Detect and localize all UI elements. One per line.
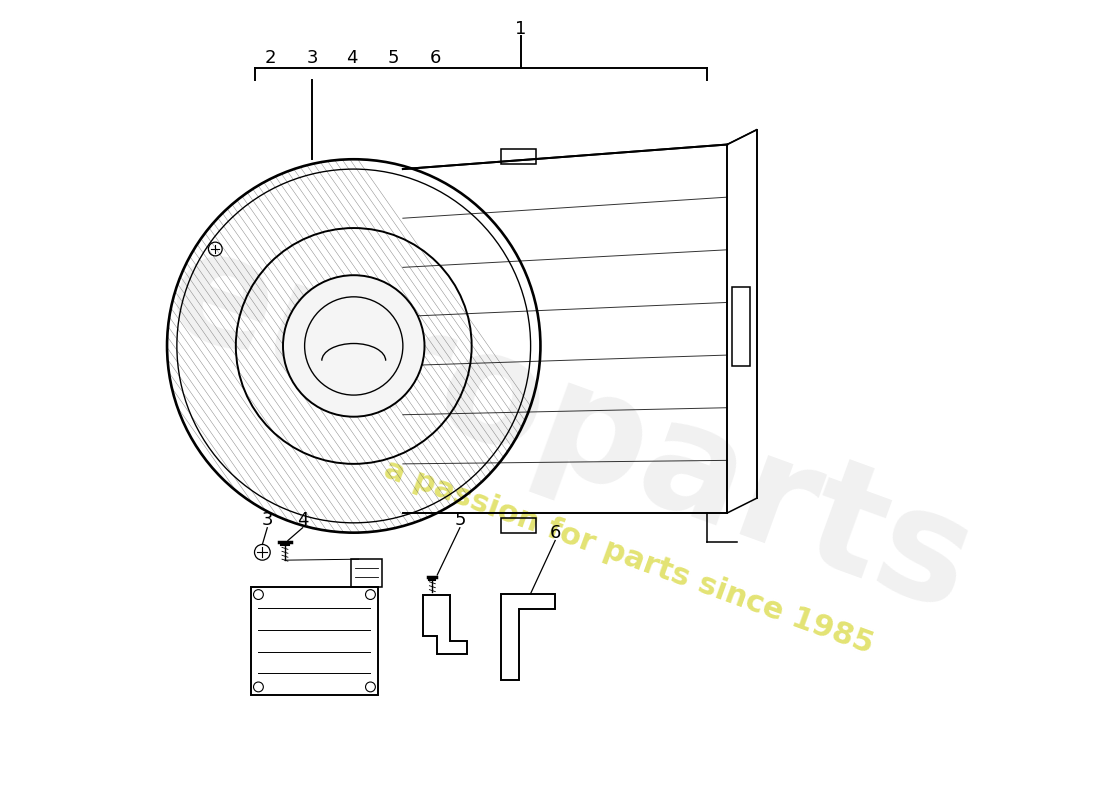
Text: 5: 5 <box>387 49 399 67</box>
Text: 3: 3 <box>307 49 318 67</box>
Text: 2: 2 <box>264 49 276 67</box>
Circle shape <box>283 275 425 417</box>
Bar <box>502 518 536 533</box>
Text: a passion for parts since 1985: a passion for parts since 1985 <box>381 455 878 659</box>
Bar <box>251 586 378 694</box>
Bar <box>351 559 382 586</box>
Bar <box>733 287 750 366</box>
Bar <box>502 150 536 164</box>
Text: 5: 5 <box>454 511 465 529</box>
Text: 6: 6 <box>430 49 441 67</box>
Text: 4: 4 <box>346 49 358 67</box>
Text: europarts: europarts <box>147 215 992 644</box>
Text: 3: 3 <box>262 511 273 529</box>
Text: 1: 1 <box>515 19 527 38</box>
Circle shape <box>254 545 271 560</box>
Text: 4: 4 <box>297 511 308 529</box>
Text: 6: 6 <box>550 524 561 542</box>
